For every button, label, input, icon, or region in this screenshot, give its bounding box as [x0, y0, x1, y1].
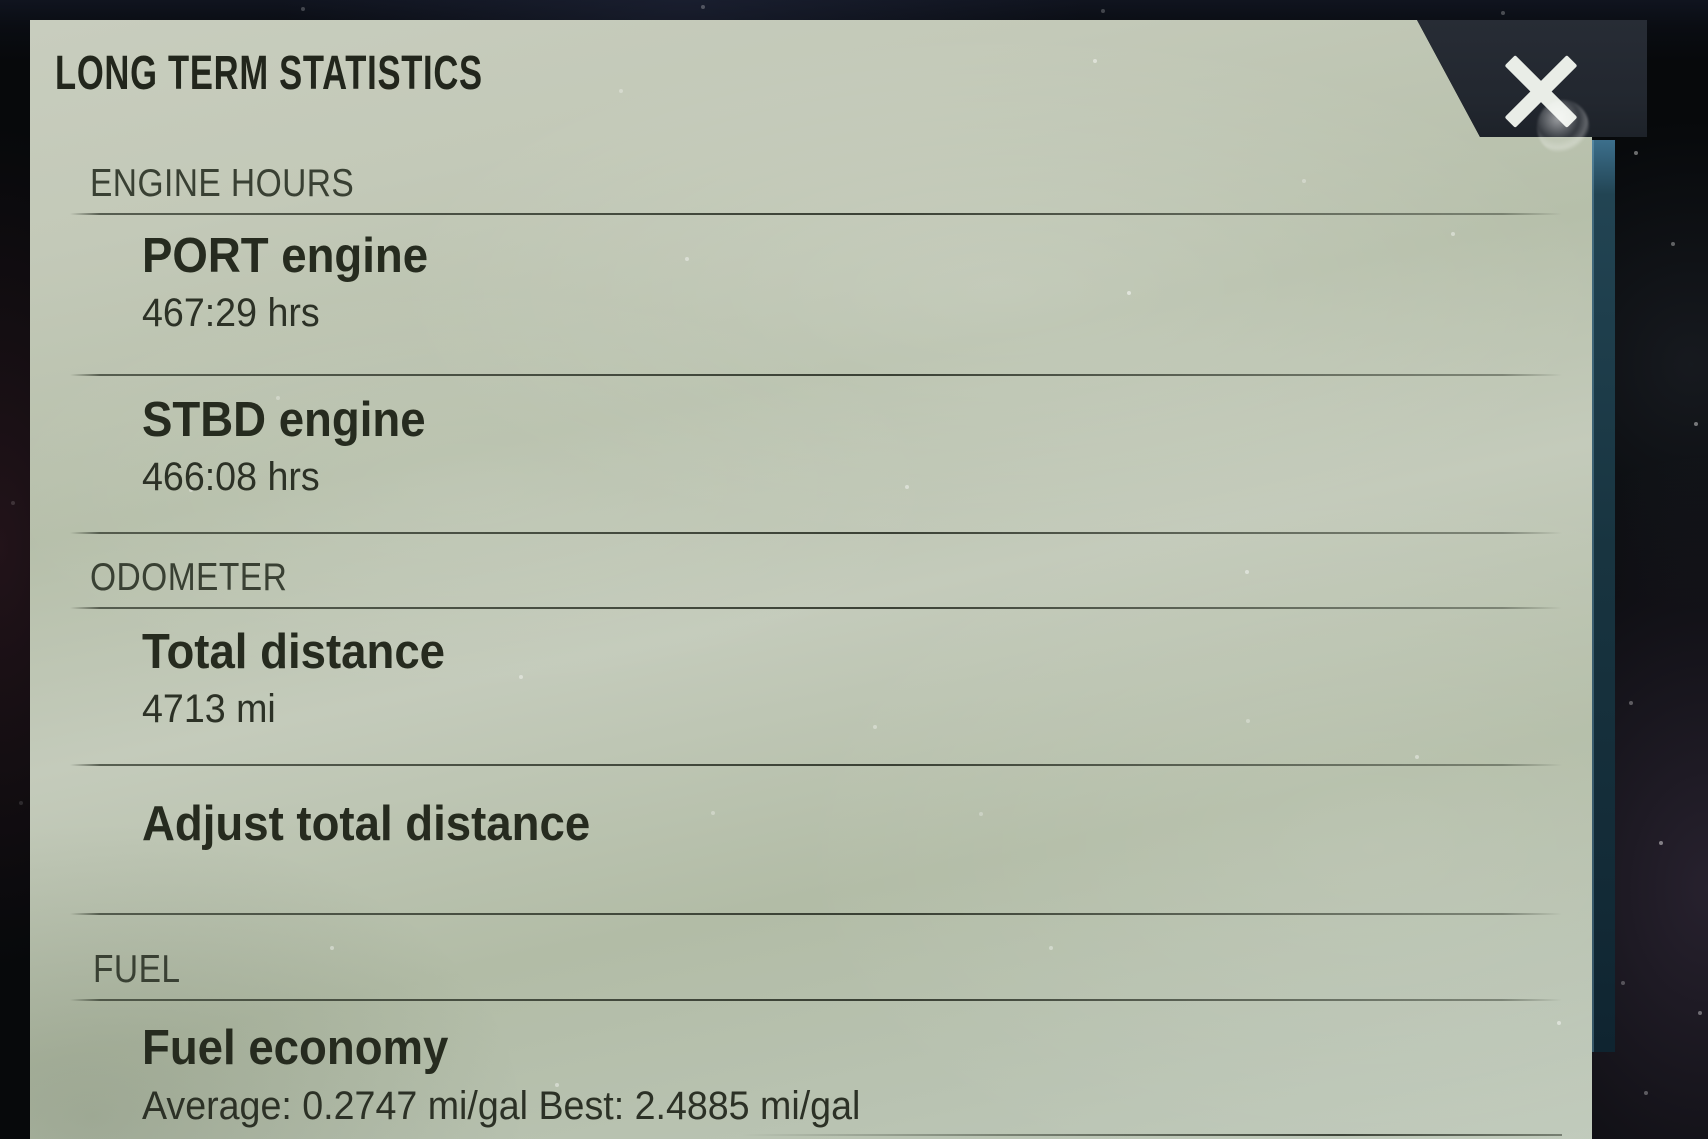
dust-specks-background	[0, 0, 2, 2]
row-divider	[70, 532, 1562, 534]
row-divider	[70, 374, 1562, 376]
section-underline	[70, 213, 1562, 215]
section-underline	[70, 607, 1562, 609]
long-term-statistics-dialog: LONG TERM STATISTICS ENGINE HOURS PORT e…	[30, 20, 1592, 1139]
row-label: Adjust total distance	[142, 797, 591, 851]
row-value: 466:08 hrs	[142, 455, 320, 499]
dust-specks-panel	[30, 20, 32, 22]
row-value: 4713 mi	[142, 687, 276, 731]
dialog-title-text: LONG TERM STATISTICS	[55, 47, 483, 100]
row-value: 467:29 hrs	[142, 291, 320, 335]
section-header-odometer: ODOMETER	[90, 556, 288, 599]
row-divider	[70, 764, 1562, 766]
water-droplet	[1537, 100, 1589, 154]
dialog-title: LONG TERM STATISTICS	[55, 46, 649, 101]
section-header-fuel: FUEL	[93, 948, 181, 991]
row-label: STBD engine	[142, 393, 426, 447]
section-underline	[70, 999, 1562, 1001]
row-value: Average: 0.2747 mi/gal Best: 2.4885 mi/g…	[142, 1084, 861, 1128]
row-divider	[70, 913, 1562, 915]
row-divider	[70, 1134, 1562, 1136]
screen-edge-highlight	[1592, 140, 1615, 1052]
section-header-engine-hours: ENGINE HOURS	[90, 162, 355, 205]
row-label: Fuel economy	[142, 1021, 449, 1075]
row-label: Total distance	[142, 625, 446, 679]
row-label: PORT engine	[142, 229, 429, 283]
